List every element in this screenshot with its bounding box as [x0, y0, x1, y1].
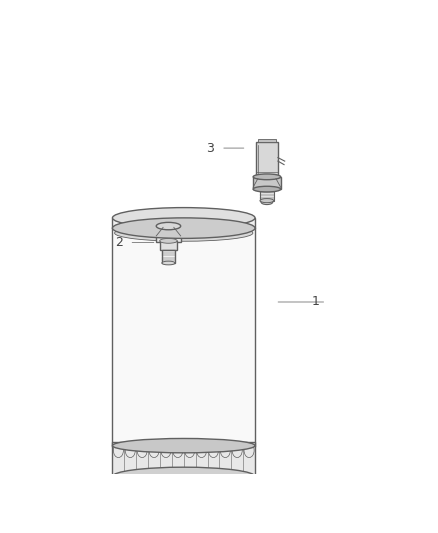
Bar [160, 241, 177, 250]
Ellipse shape [113, 218, 255, 238]
Ellipse shape [260, 199, 274, 203]
Bar [156, 226, 181, 243]
Text: 3: 3 [206, 142, 214, 155]
Text: 2: 2 [115, 236, 123, 249]
Ellipse shape [113, 207, 255, 228]
Bar [113, 218, 255, 228]
Bar [113, 441, 255, 477]
Ellipse shape [115, 225, 253, 241]
Ellipse shape [156, 222, 181, 230]
Bar [260, 189, 274, 200]
Ellipse shape [160, 238, 177, 243]
Bar [113, 228, 255, 446]
Bar [162, 250, 175, 263]
Ellipse shape [253, 186, 281, 192]
Ellipse shape [253, 174, 281, 180]
Bar [258, 139, 276, 142]
Bar [256, 142, 278, 177]
Ellipse shape [113, 439, 255, 453]
Ellipse shape [261, 200, 273, 205]
Text: 1: 1 [312, 295, 320, 309]
Bar [253, 177, 281, 189]
Ellipse shape [162, 261, 175, 265]
Ellipse shape [113, 467, 255, 486]
